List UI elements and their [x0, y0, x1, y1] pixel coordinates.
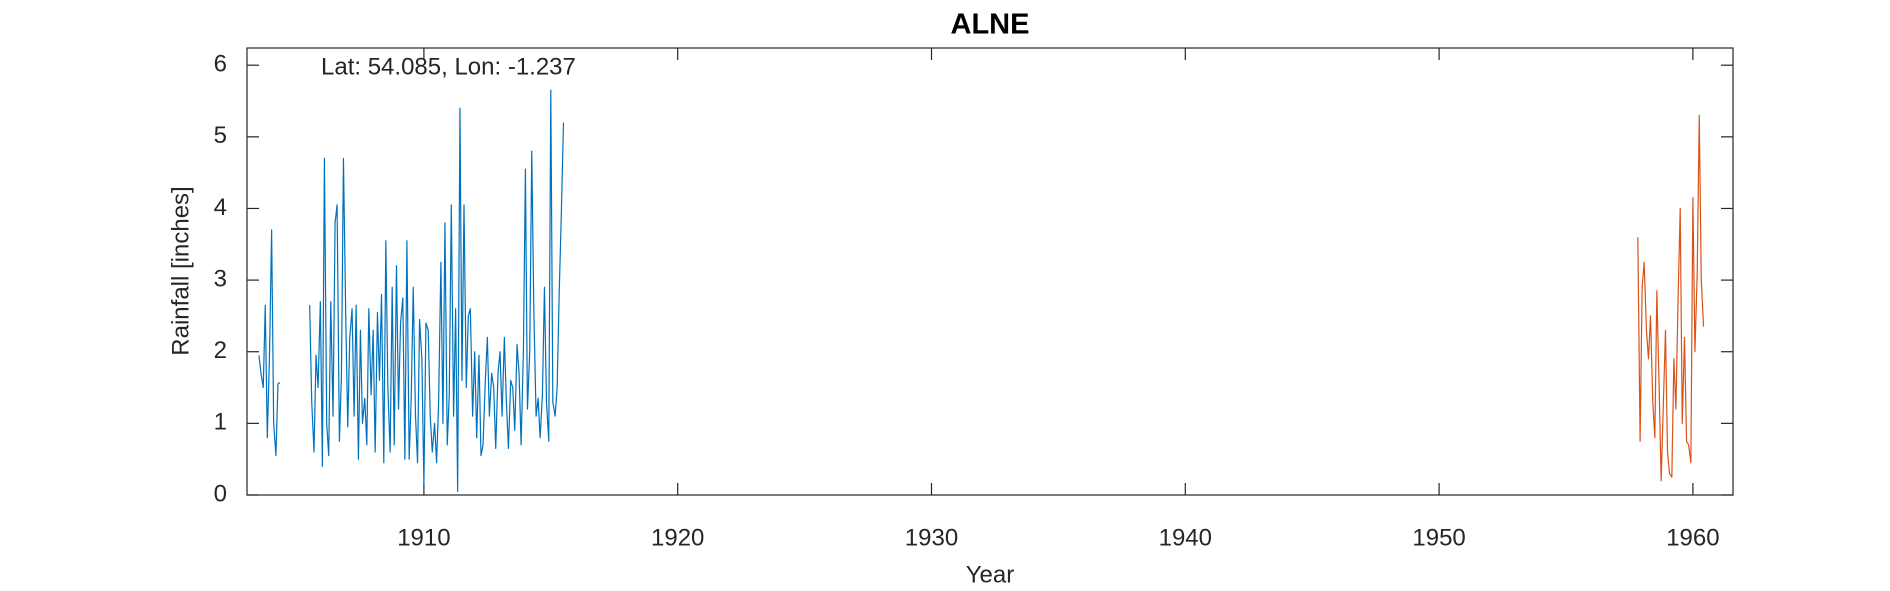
x-tick-label: 1930: [905, 524, 958, 551]
data-line: [258, 89, 565, 493]
y-axis-label: Rainfall [inches]: [167, 186, 194, 355]
x-axis-label: Year: [966, 561, 1015, 588]
x-tick-label: 1940: [1159, 524, 1212, 551]
y-tick-label: 4: [214, 194, 227, 221]
x-tick-label: 1950: [1412, 524, 1465, 551]
y-tick-label: 1: [214, 409, 227, 436]
axes-box: [246, 47, 1734, 496]
x-tick-label: 1910: [397, 524, 450, 551]
annotation: Lat: 54.085, Lon: -1.237: [321, 53, 576, 80]
y-tick-label: 6: [214, 51, 227, 78]
data-line: [1637, 114, 1705, 482]
x-tick-label: 1920: [651, 524, 704, 551]
y-tick-label: 2: [214, 337, 227, 364]
x-tick-label: 1960: [1666, 524, 1719, 551]
y-tick-label: 5: [214, 122, 227, 149]
y-tick-label: 0: [214, 480, 227, 507]
y-tick-label: 3: [214, 265, 227, 292]
chart-title: ALNE: [951, 9, 1030, 41]
